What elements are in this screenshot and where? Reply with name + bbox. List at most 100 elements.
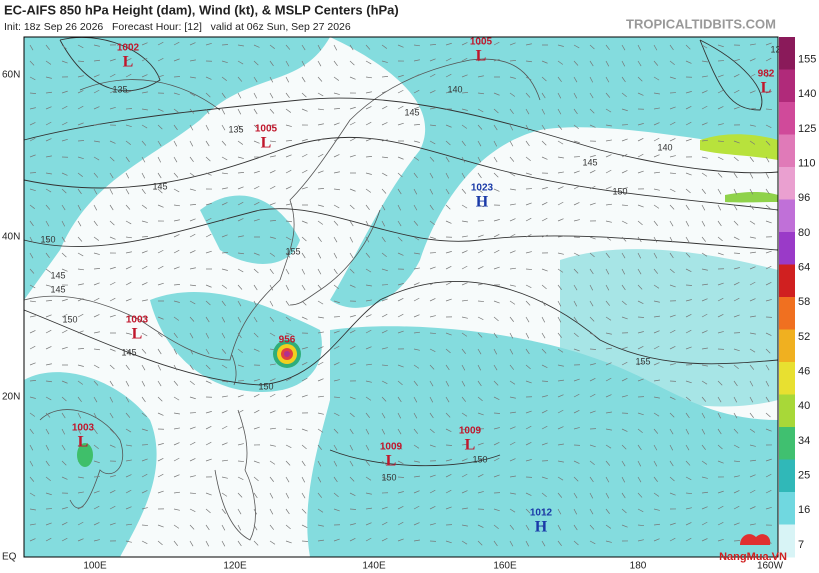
wind-barb	[749, 315, 756, 318]
wind-barb	[653, 379, 660, 382]
wind-barb	[29, 476, 35, 482]
wind-barb	[573, 170, 580, 174]
wind-barb	[269, 236, 276, 239]
wind-barb	[29, 412, 36, 417]
wind-barb	[413, 124, 421, 126]
wind-barb	[285, 492, 290, 499]
wind-barb	[77, 283, 84, 286]
wind-barb	[109, 236, 116, 240]
wind-barb	[493, 108, 499, 114]
wind-barb	[29, 154, 36, 158]
wind-barb	[93, 505, 100, 510]
wind-barb	[333, 137, 340, 142]
wind-barb	[733, 364, 739, 370]
wind-barb	[669, 60, 675, 65]
wind-barb	[141, 428, 148, 432]
wind-barb	[333, 444, 338, 451]
wind-barb	[29, 107, 36, 110]
wind-barb	[125, 73, 132, 78]
wind-barb	[269, 202, 276, 206]
wind-barb	[397, 380, 403, 386]
wind-barb	[45, 329, 52, 334]
wind-barb	[765, 412, 771, 418]
wind-barb	[317, 204, 324, 207]
wind-barb	[477, 283, 484, 286]
wind-barb	[349, 154, 356, 158]
wind-barb	[205, 233, 212, 238]
wind-barb	[717, 172, 723, 178]
wind-barb	[605, 108, 612, 113]
wind-barb	[301, 316, 308, 320]
wind-barb	[285, 108, 292, 113]
wind-barb	[365, 476, 372, 481]
wind-barb	[269, 60, 274, 67]
wind-barb	[669, 220, 674, 227]
wind-barb	[413, 396, 418, 403]
wind-barb	[173, 427, 180, 430]
wind-barb	[93, 220, 98, 227]
wind-barb	[317, 524, 324, 527]
wind-barb	[733, 156, 739, 162]
contour-label: 140	[447, 84, 462, 94]
wind-barb	[541, 300, 546, 307]
wind-barb	[541, 76, 547, 82]
colorbar: 155 140 125 110 96 80 64 58 52 46 40 34 25 16 7	[779, 37, 816, 558]
wind-barb	[525, 364, 531, 370]
wind-barb	[653, 362, 660, 366]
wind-barb	[429, 107, 436, 110]
wind-barb	[525, 316, 530, 323]
wind-barb	[141, 220, 148, 223]
wind-barb	[525, 524, 530, 531]
wind-barb	[653, 60, 659, 66]
wind-barb	[461, 380, 466, 387]
wind-barb	[541, 140, 547, 146]
wind-barb	[445, 506, 452, 510]
wind-barb	[685, 346, 692, 350]
wind-barb	[397, 412, 402, 419]
wind-barb	[301, 268, 306, 275]
wind-barb	[173, 332, 178, 339]
wind-barb	[461, 282, 468, 286]
wind-barb	[349, 428, 354, 435]
wind-barb	[173, 364, 178, 371]
wind-barb	[669, 412, 675, 418]
wind-barb	[573, 393, 580, 398]
wind-barb	[701, 380, 708, 385]
pressure-symbol: L	[132, 326, 143, 343]
wind-barb	[765, 473, 772, 478]
wind-barb	[701, 156, 708, 159]
wind-barb	[509, 426, 516, 430]
wind-barb	[653, 137, 660, 142]
wind-barb	[733, 540, 741, 542]
wind-barb	[525, 492, 532, 496]
wind-barb	[237, 284, 243, 290]
wind-barb	[205, 140, 210, 147]
wind-barb	[605, 428, 612, 431]
wind-barb	[685, 476, 692, 481]
wind-barb	[93, 156, 100, 161]
wind-barb	[301, 476, 306, 483]
wind-barb	[45, 476, 51, 481]
wind-barb	[157, 332, 163, 338]
wind-barb	[109, 188, 114, 195]
wind-barb	[541, 425, 548, 430]
wind-barb	[29, 315, 36, 318]
wind-barb	[685, 138, 692, 142]
wind-barb	[637, 524, 645, 527]
wind-barb	[269, 220, 277, 222]
lon-label: 160E	[493, 561, 517, 572]
wind-barb	[701, 491, 708, 494]
wind-barb	[125, 540, 132, 543]
wind-barb	[717, 282, 724, 286]
wind-barb	[637, 412, 644, 416]
wind-barb	[621, 60, 626, 67]
wind-barb	[701, 139, 708, 142]
jet-core	[700, 134, 778, 160]
wind-barb	[589, 155, 596, 158]
wind-barb	[237, 124, 242, 131]
subtitle: Init: 18z Sep 26 2026 Forecast Hour: [12…	[4, 21, 351, 33]
wind-barb	[573, 476, 579, 482]
wind-barb	[381, 364, 389, 366]
wind-barb	[557, 492, 563, 498]
wind-barb	[189, 380, 195, 385]
